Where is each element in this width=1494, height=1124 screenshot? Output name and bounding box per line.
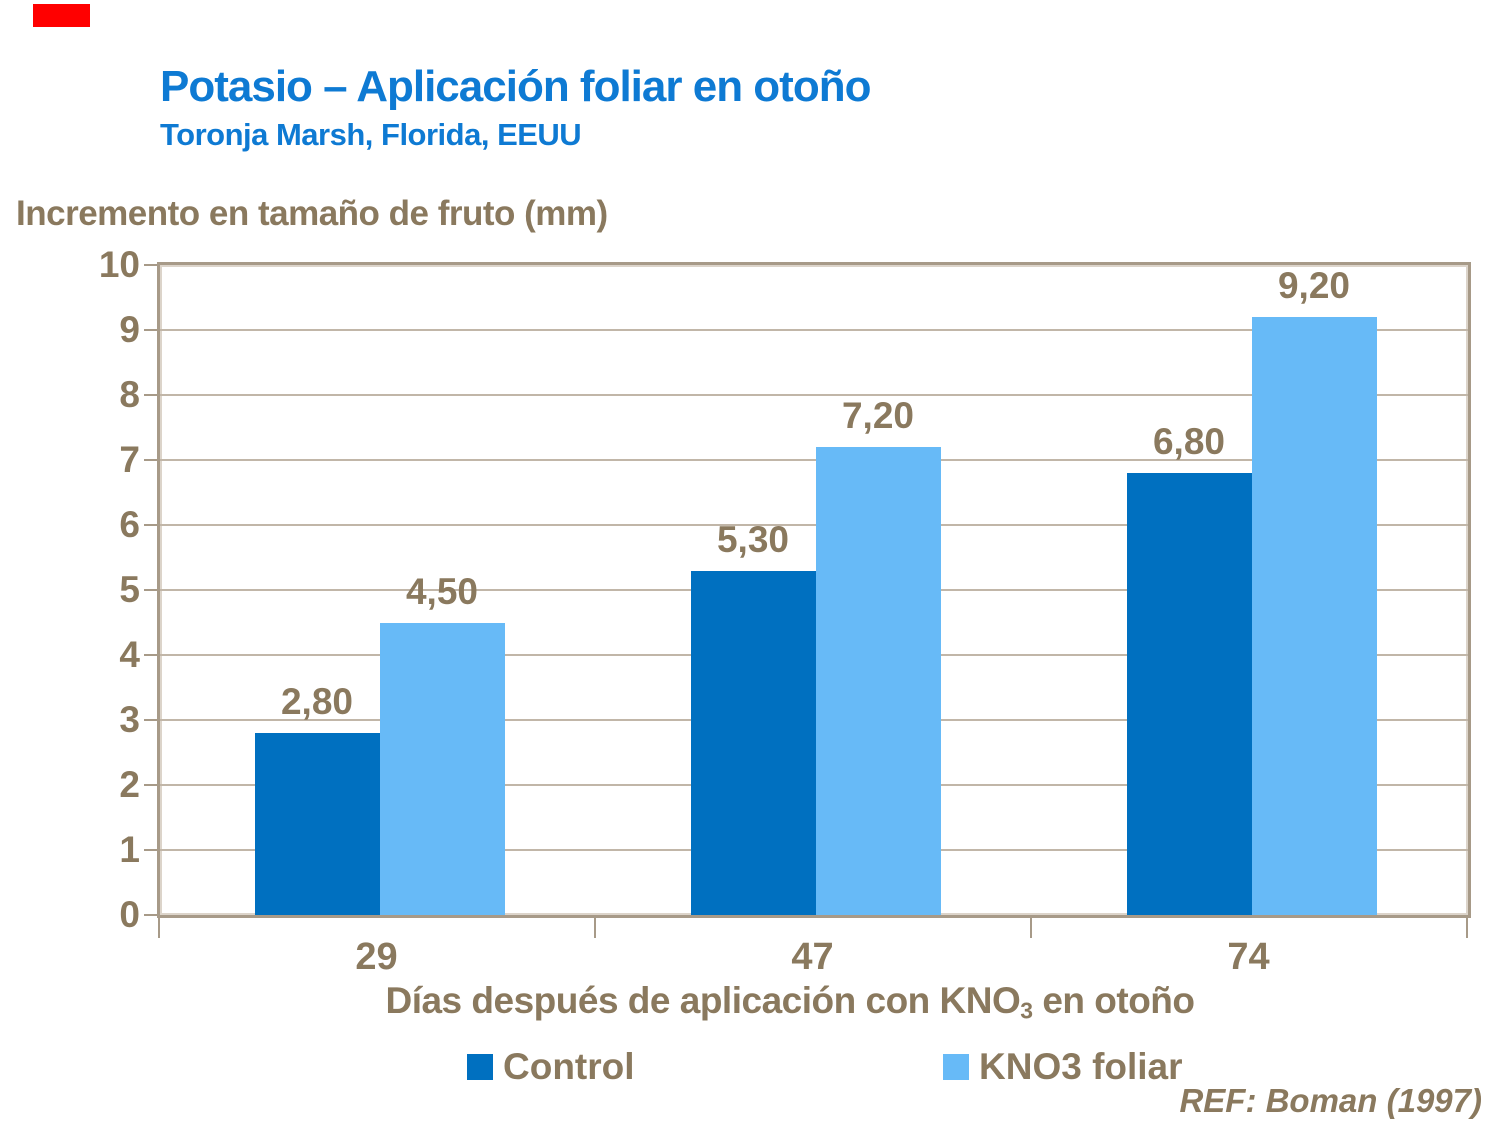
- axis-tick-y: [144, 589, 157, 591]
- legend-label-control: Control: [503, 1046, 635, 1087]
- legend-label-kno3-foliar: KNO3 foliar: [979, 1046, 1183, 1087]
- x-tick-label: 29: [355, 936, 398, 978]
- bar-value-label: 4,50: [405, 570, 478, 612]
- y-axis-title: Incremento en tamaño de fruto (mm): [16, 194, 608, 233]
- x-axis-title-text: Días después de aplicación con KNO: [385, 980, 1021, 1021]
- gridline: [160, 394, 1468, 396]
- axis-tick-y: [144, 849, 157, 851]
- bar-kno3-foliar: [815, 447, 941, 915]
- y-tick-label: 0: [119, 894, 140, 935]
- bar-value-label: 9,20: [1277, 265, 1350, 306]
- bar-control: [1126, 473, 1252, 915]
- axis-tick-x: [1465, 918, 1468, 938]
- red-badge: [33, 4, 90, 27]
- y-tick-label: 4: [119, 634, 140, 675]
- y-tick-label: 5: [119, 569, 140, 610]
- bar-value-label: 2,80: [280, 681, 353, 722]
- legend: Control KNO3 foliar: [0, 1046, 1494, 1088]
- axis-tick-x: [157, 918, 160, 938]
- axis-tick-x: [1029, 918, 1032, 938]
- y-tick-label: 2: [119, 764, 140, 805]
- axis-tick-y: [144, 654, 157, 656]
- legend-swatch-kno3-foliar: [943, 1054, 969, 1080]
- bar-value-label: 5,30: [716, 518, 789, 560]
- x-axis-title-text-end: en otoño: [1032, 980, 1195, 1021]
- page-subtitle: Toronja Marsh, Florida, EEUU: [160, 117, 582, 152]
- x-axis-title: Días después de aplicación con KNO3 en o…: [140, 980, 1440, 1025]
- axis-tick-y: [144, 329, 157, 331]
- bar-value-label: 7,20: [841, 395, 914, 436]
- y-tick-label: 1: [119, 829, 140, 870]
- bar-control: [690, 570, 816, 915]
- gridline: [160, 329, 1468, 331]
- x-axis-title-subscript: 3: [1020, 997, 1033, 1024]
- bar-control: [254, 733, 380, 915]
- axis-tick-y: [144, 719, 157, 721]
- y-tick-label: 3: [119, 699, 140, 740]
- axis-tick-y: [144, 264, 157, 266]
- y-tick-label: 8: [119, 374, 140, 415]
- y-tick-label: 10: [98, 244, 140, 285]
- axis-tick-y: [144, 914, 157, 916]
- page-title: Potasio – Aplicación foliar en otoño: [160, 62, 871, 111]
- y-tick-label: 6: [119, 504, 140, 545]
- gridline: [160, 459, 1468, 461]
- axis-tick-y: [144, 784, 157, 786]
- axis-tick-y: [144, 459, 157, 461]
- legend-swatch-control: [467, 1054, 493, 1080]
- x-tick-label: 47: [791, 936, 834, 978]
- bar-value-label: 6,80: [1152, 421, 1225, 462]
- x-tick-label: 74: [1227, 936, 1270, 978]
- axis-tick-x: [593, 918, 596, 938]
- bar-kno3-foliar: [379, 622, 505, 915]
- axis-tick-y: [144, 394, 157, 396]
- legend-item-kno3-foliar: KNO3 foliar: [943, 1046, 1183, 1088]
- plot-area: 2,80 4,50 5,30 7,20 6,80 9,20: [157, 262, 1471, 918]
- bar-kno3-foliar: [1251, 317, 1377, 915]
- y-tick-label: 7: [119, 439, 140, 480]
- axis-tick-y: [144, 524, 157, 526]
- reference-text: REF: Boman (1997): [1179, 1082, 1482, 1119]
- gridline: [160, 524, 1468, 526]
- legend-item-control: Control: [467, 1046, 635, 1088]
- y-tick-label: 9: [119, 309, 140, 350]
